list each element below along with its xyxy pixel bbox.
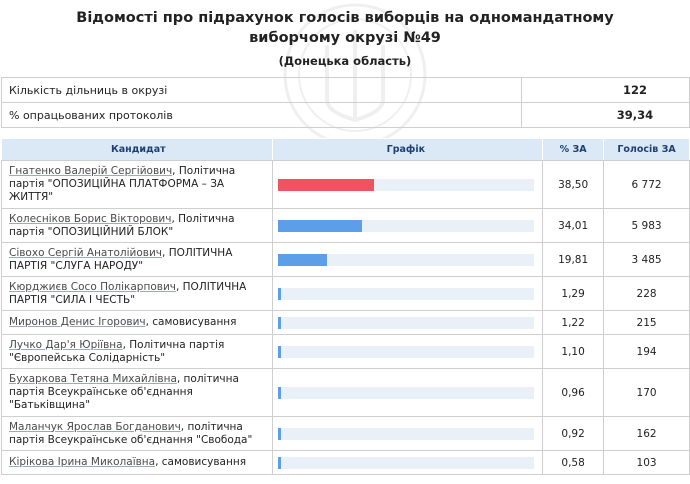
candidate-party: , політична партія Всеукраїнське об'єдна… [9,373,239,411]
candidate-cell: Миронов Денис Ігорович, самовисування [1,310,273,335]
candidate-party: , Політична партія "Європейська Солідарн… [9,338,225,364]
vote-bar [277,456,281,469]
report-header: Відомості про підрахунок голосів виборці… [0,0,690,68]
vote-bar-track [277,316,535,329]
votes-cell: 170 [603,368,690,417]
candidate-cell: Кірікова Ірина Миколаївна, самовисування [1,450,273,475]
table-row: Сівохо Сергій Анатолійович, ПОЛІТИЧНА ПА… [1,242,690,277]
graph-cell [271,310,544,335]
summary-table: Кількість дільниць в окрузі 122 % опраць… [1,77,690,128]
table-row: Гнатенко Валерій Сергійович, Політична п… [1,160,690,209]
table-row: Миронов Денис Ігорович, самовисування 1,2… [1,310,690,335]
candidate-cell: Сівохо Сергій Анатолійович, ПОЛІТИЧНА ПА… [1,242,273,277]
candidate-name-link[interactable]: Колесніков Борис Вікторович [9,212,172,225]
percent-cell: 0,58 [542,450,605,475]
vote-bar-track [277,386,535,399]
table-row: Кюрджиєв Сосо Полікарпович, ПОЛІТИЧНА ПА… [1,276,690,311]
votes-cell: 3 485 [603,242,690,277]
vote-bar-track [277,456,535,469]
summary-value: 39,34 [521,102,690,128]
page-title: Відомості про підрахунок голосів виборці… [76,10,614,46]
summary-label: Кількість дільниць в окрузі [1,77,522,103]
vote-bar [277,345,281,358]
candidate-cell: Кюрджиєв Сосо Полікарпович, ПОЛІТИЧНА ПА… [1,276,273,311]
vote-bar-track [277,219,535,232]
graph-cell [271,208,544,243]
table-row: Бухаркова Тетяна Михайлівна, політична п… [1,368,690,417]
percent-cell: 0,92 [542,416,605,451]
vote-bar [277,253,328,266]
column-header-votes: Голосів ЗА [603,138,690,161]
candidate-party: , самовисування [155,456,247,468]
votes-cell: 5 983 [603,208,690,243]
vote-bar-track [277,178,535,191]
candidate-name-link[interactable]: Бухаркова Тетяна Михайлівна [9,373,177,385]
candidate-party: , самовисування [145,316,237,328]
summary-label: % опрацьованих протоколів [1,102,522,128]
table-row: Лучко Дар'я Юріївна, Політична партія "Є… [1,334,690,369]
candidate-cell: Колесніков Борис Вікторович, Політична п… [1,208,273,243]
candidate-cell: Лучко Дар'я Юріївна, Політична партія "Є… [1,334,273,369]
graph-cell [271,160,544,209]
vote-bar [277,316,281,329]
graph-cell [271,334,544,369]
candidate-name-link[interactable]: Кірікова Ірина Миколаївна [9,456,156,468]
candidate-name-link[interactable]: Кюрджиєв Сосо Полікарпович [9,280,176,293]
graph-cell [271,368,544,417]
vote-bar [277,427,281,440]
vote-bar-track [277,427,535,440]
vote-bar-track [277,345,535,358]
candidate-name-link[interactable]: Миронов Денис Ігорович [9,316,146,328]
candidate-party: , ПОЛІТИЧНА ПАРТІЯ "СИЛА І ЧЕСТЬ" [9,280,247,306]
percent-cell: 34,01 [542,208,605,243]
results-body: Гнатенко Валерій Сергійович, Політична п… [1,160,690,475]
votes-cell: 6 772 [603,160,690,209]
percent-cell: 0,96 [542,368,605,417]
vote-bar [277,287,281,300]
candidate-name-link[interactable]: Маланчук Ярослав Богданович [9,420,181,433]
column-header-graph: Графік [271,138,544,161]
candidate-cell: Маланчук Ярослав Богданович, політична п… [1,416,273,451]
percent-cell: 1,22 [542,310,605,335]
percent-cell: 38,50 [542,160,605,209]
candidate-name-link[interactable]: Гнатенко Валерій Сергійович [9,165,173,177]
results-header-row: Кандидат Графік % ЗА Голосів ЗА [1,138,690,161]
percent-cell: 1,29 [542,276,605,311]
votes-cell: 162 [603,416,690,451]
column-header-candidate: Кандидат [1,138,273,161]
votes-cell: 194 [603,334,690,369]
graph-cell [271,276,544,311]
table-row: Маланчук Ярослав Богданович, політична п… [1,416,690,451]
candidate-cell: Гнатенко Валерій Сергійович, Політична п… [1,160,273,209]
table-row: Кірікова Ірина Миколаївна, самовисування… [1,450,690,475]
summary-row-precincts: Кількість дільниць в окрузі 122 [1,77,690,103]
candidate-party: , Політична партія "ОПОЗИЦІЙНИЙ БЛОК" [9,212,235,238]
candidate-party: , Політична партія "ОПОЗИЦІЙНА ПЛАТФОРМА… [9,165,236,203]
summary-row-processed: % опрацьованих протоколів 39,34 [1,102,690,128]
vote-bar-track [277,253,535,266]
results-table: Кандидат Графік % ЗА Голосів ЗА Гнатенко… [1,138,690,475]
candidate-name-link[interactable]: Лучко Дар'я Юріївна [9,338,123,351]
votes-cell: 215 [603,310,690,335]
candidate-party: , політична партія Всеукраїнське об'єдна… [9,420,253,446]
vote-bar [277,386,281,399]
table-row: Колесніков Борис Вікторович, Політична п… [1,208,690,243]
vote-bar-track [277,287,535,300]
votes-cell: 103 [603,450,690,475]
percent-cell: 1,10 [542,334,605,369]
vote-bar [277,178,374,191]
candidate-cell: Бухаркова Тетяна Михайлівна, політична п… [1,368,273,417]
votes-cell: 228 [603,276,690,311]
candidate-party: , ПОЛІТИЧНА ПАРТІЯ "СЛУГА НАРОДУ" [9,246,233,272]
summary-value: 122 [521,77,690,103]
graph-cell [271,242,544,277]
graph-cell [271,416,544,451]
column-header-percent: % ЗА [542,138,605,161]
candidate-name-link[interactable]: Сівохо Сергій Анатолійович [9,246,163,259]
percent-cell: 19,81 [542,242,605,277]
vote-bar [277,219,363,232]
region-subtitle: (Донецька область) [278,54,412,68]
graph-cell [271,450,544,475]
